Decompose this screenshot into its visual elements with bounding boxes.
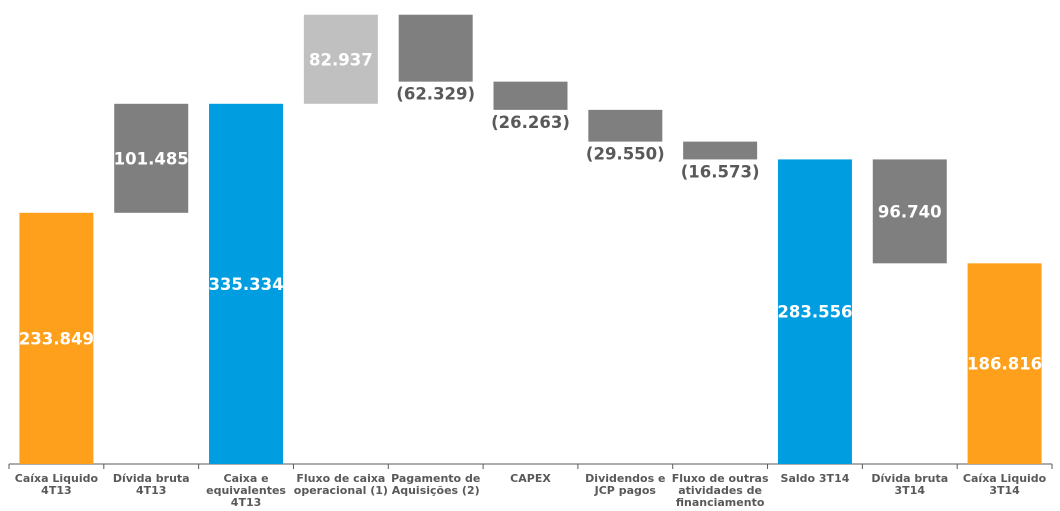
category-label-7-line-2: JCP pagos [594, 484, 657, 497]
value-label-6: (26.263) [491, 113, 570, 132]
category-label-11-line-1: Caíxa Liquido [963, 472, 1047, 485]
bar-6 [493, 81, 568, 110]
value-label-10: 96.740 [878, 202, 942, 221]
category-label-6-line-1: CAPEX [510, 472, 551, 485]
category-label-2-line-2: 4T13 [136, 484, 166, 497]
category-label-4-line-1: Fluxo de caixa [296, 472, 385, 485]
category-label-4-line-2: operacional (1) [294, 484, 388, 497]
value-label-2: 101.485 [114, 149, 189, 168]
category-label-9-line-1: Saldo 3T14 [781, 472, 850, 485]
bar-8 [683, 141, 758, 160]
category-label-5-line-1: Pagamento de [391, 472, 480, 485]
category-label-3-line-2: equivalentes [206, 484, 286, 497]
category-label-1-line-2: 4T13 [41, 484, 71, 497]
value-label-4: 82.937 [309, 50, 373, 69]
value-label-7: (29.550) [586, 145, 665, 164]
category-label-7-line-1: Dividendos e [585, 472, 665, 485]
bar-9 [777, 159, 852, 464]
bar-11 [967, 263, 1042, 464]
value-label-5: (62.329) [396, 85, 475, 104]
bar-7 [588, 109, 663, 142]
category-label-1-line-1: Caíxa Liquido [15, 472, 99, 485]
category-label-2-line-1: Dívida bruta [113, 472, 190, 485]
category-label-10-line-2: 3T14 [895, 484, 926, 497]
value-label-1: 233.849 [19, 329, 94, 348]
bar-10 [872, 159, 947, 264]
category-label-11-line-2: 3T14 [989, 484, 1020, 497]
category-label-5-line-2: Aquisições (2) [392, 484, 480, 497]
bars-group [19, 14, 1042, 465]
value-label-3: 335.334 [208, 275, 283, 294]
bar-2 [114, 103, 189, 213]
bar-5 [398, 14, 473, 82]
category-label-3-line-1: Caixa e [224, 472, 269, 485]
bar-1 [19, 212, 94, 464]
category-label-3-line-3: 4T13 [231, 496, 261, 509]
value-label-11: 186.816 [967, 355, 1042, 374]
value-label-9: 283.556 [777, 303, 852, 322]
value-labels-group: 233.849 101.485 335.334 82.937 (62.329) (26.2… [19, 50, 1042, 373]
bar-4 [303, 14, 378, 104]
x-axis-ticks [8, 464, 1053, 469]
bar-3 [209, 103, 284, 465]
value-label-8: (16.573) [681, 162, 760, 181]
category-label-8-line-3: financiamento [676, 496, 765, 509]
category-label-8-line-2: atividades de [678, 484, 762, 497]
category-label-8-line-1: Fluxo de outras [672, 472, 769, 485]
category-label-10-line-1: Dívida bruta [871, 472, 948, 485]
